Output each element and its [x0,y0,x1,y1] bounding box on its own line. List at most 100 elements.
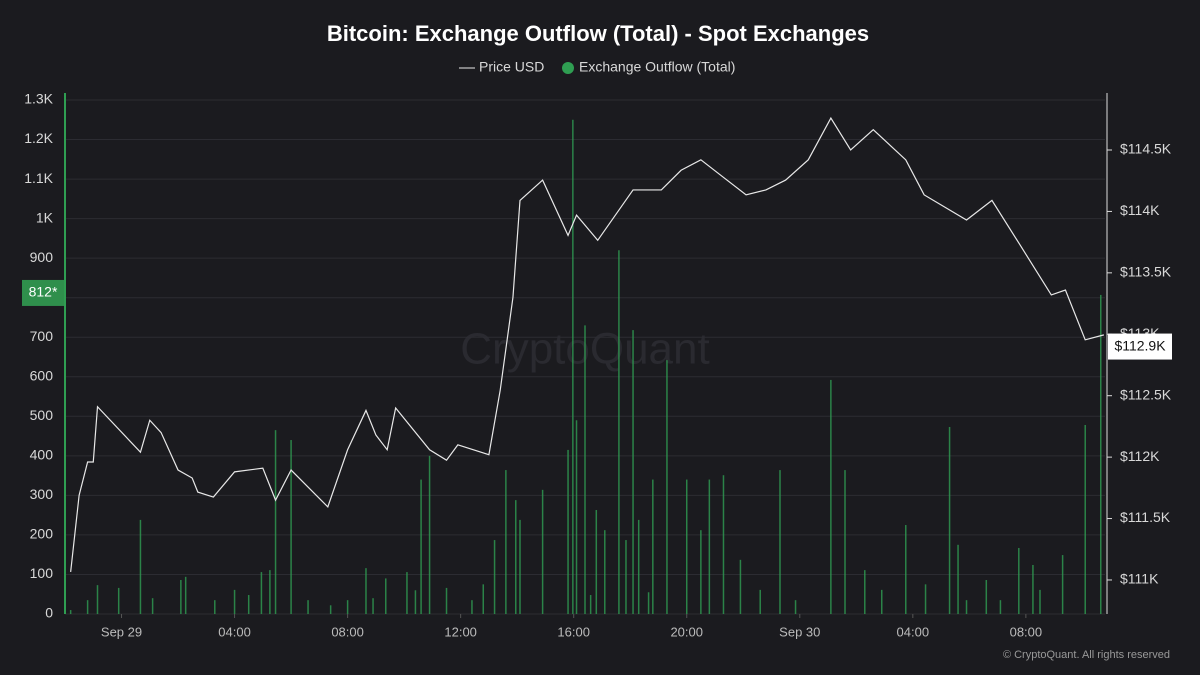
bar [117,587,120,614]
chart-title: Bitcoin: Exchange Outflow (Total) - Spot… [327,21,869,46]
y2-tick-label: $114K [1120,202,1160,218]
bar [864,570,866,614]
bar [905,525,907,614]
bar [722,475,725,614]
y2-tick-label: $112.5K [1120,386,1172,402]
y-tick-label: 0 [45,605,53,621]
bar [471,600,473,614]
x-tick-label: 08:00 [1010,624,1043,639]
bar [965,600,968,614]
bar [595,510,598,614]
y2-tick-label: $111.5K [1120,509,1171,525]
bar [880,589,883,614]
bar [493,540,496,614]
y-tick-label: 500 [30,407,54,423]
bar [260,572,263,614]
bar [632,330,634,614]
bar [708,479,711,614]
bar [329,605,332,614]
bar [247,595,250,614]
y-tick-label: 100 [30,565,54,581]
bar [519,519,521,614]
bar [957,544,959,614]
bar [666,360,668,614]
x-tick-label: 16:00 [557,624,590,639]
bar [346,600,349,614]
current-price-label: $112.9K [1114,337,1166,353]
bar [924,584,927,614]
bar [214,600,216,614]
bar [184,576,187,614]
bar [575,420,578,614]
y2-tick-label: $113.5K [1120,264,1172,280]
bar [844,470,846,614]
bar [372,598,374,614]
bar [794,600,797,614]
bar [567,449,569,614]
legend-dot-swatch [562,62,574,74]
bar [589,595,592,614]
bar [1061,555,1064,614]
y-tick-label: 300 [30,486,54,502]
bar [700,530,702,614]
bar [96,585,99,614]
x-tick-label: 04:00 [897,624,930,639]
bar [233,589,236,614]
bar [139,519,142,614]
y-tick-label: 1K [36,209,54,225]
bar [999,600,1002,614]
bar [604,530,606,614]
bar [505,470,507,614]
y2-tick-label: $111K [1120,571,1159,587]
bar [685,479,688,614]
bar [86,600,89,614]
bar [307,600,309,614]
bar [274,430,277,614]
bar [69,610,72,614]
bar [1032,564,1034,614]
x-tick-label: 08:00 [331,624,364,639]
bar [948,426,951,614]
y-tick-label: 600 [30,367,54,383]
bar [385,578,387,614]
bar [618,250,620,614]
bar [414,590,417,614]
legend-label: Exchange Outflow (Total) [579,59,735,75]
bar [637,519,640,614]
bar [1084,425,1086,614]
current-outflow-box [22,279,64,306]
x-tick-label: Sep 30 [779,624,820,639]
bar [269,570,271,614]
bar [515,500,517,614]
bar [445,587,448,614]
bar [290,440,292,614]
y2-tick-label: $112K [1120,448,1160,464]
bar [406,572,408,614]
bar [985,579,988,614]
bar [759,589,761,614]
bar [1039,589,1041,614]
bar [584,325,586,614]
bar [625,540,627,614]
bar [482,584,485,614]
y-tick-label: 200 [30,526,54,542]
bar [180,579,182,614]
y-tick-label: 900 [30,249,54,265]
bar [647,592,650,614]
bar [739,559,742,614]
bar [830,379,832,614]
bar [572,119,574,615]
current-price-box [1108,333,1172,360]
bar [420,479,422,614]
legend-label: Price USD [479,59,544,75]
bar [541,489,544,614]
y-tick-label: 1.3K [24,91,53,107]
x-tick-label: Sep 29 [101,624,142,639]
footer: © CryptoQuant. All rights reserved [1003,649,1170,661]
bar [779,470,781,614]
x-tick-label: 20:00 [670,624,703,639]
bar [428,455,431,614]
bar [1100,294,1102,614]
x-tick-label: 12:00 [444,624,477,639]
y-tick-label: 700 [30,328,54,344]
